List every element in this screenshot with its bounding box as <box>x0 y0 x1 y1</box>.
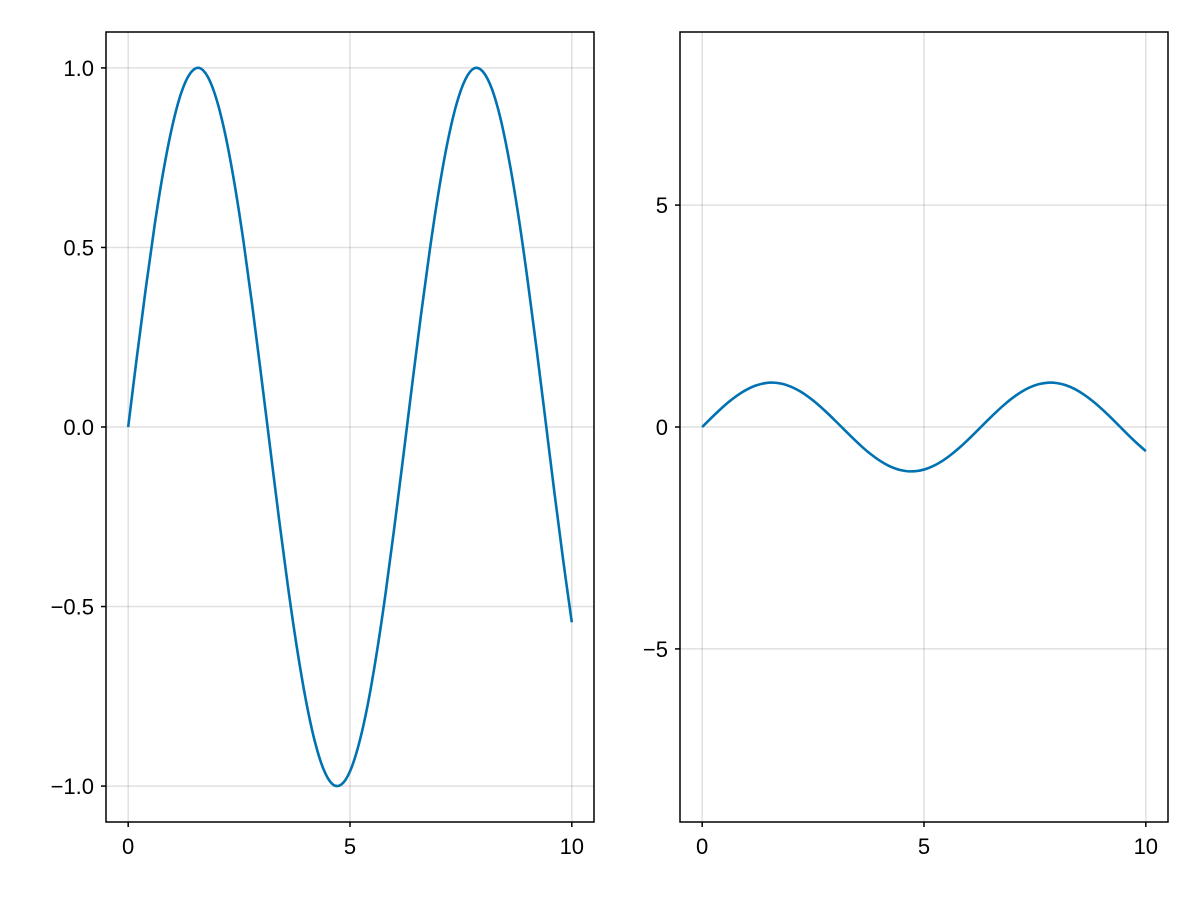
series-line <box>701 381 1147 473</box>
y-tick-label: 0 <box>656 415 668 440</box>
x-tick-label: 5 <box>918 834 930 859</box>
axis-frame <box>679 31 1169 823</box>
x-tick-label: 10 <box>1134 834 1158 859</box>
y-tick-label: −5 <box>643 637 668 662</box>
x-tick-label: 10 <box>560 834 584 859</box>
y-tick-label: 0.0 <box>63 415 94 440</box>
left-axis: 0 5 10 −1.0 −0.5 0.0 0.5 1.0 <box>51 31 595 859</box>
y-tick-label: −0.5 <box>51 595 94 620</box>
y-tick-label: 5 <box>656 193 668 218</box>
y-tick-label: 1.0 <box>63 56 94 81</box>
x-tick-label: 5 <box>344 834 356 859</box>
series-line <box>126 66 574 788</box>
right-axis: 0 5 10 −5 0 5 <box>643 31 1169 859</box>
x-tick-label: 0 <box>696 834 708 859</box>
y-tick-label: −1.0 <box>51 774 94 799</box>
x-tick-label: 0 <box>122 834 134 859</box>
axis-frame <box>105 31 595 823</box>
y-tick-label: 0.5 <box>63 235 94 260</box>
